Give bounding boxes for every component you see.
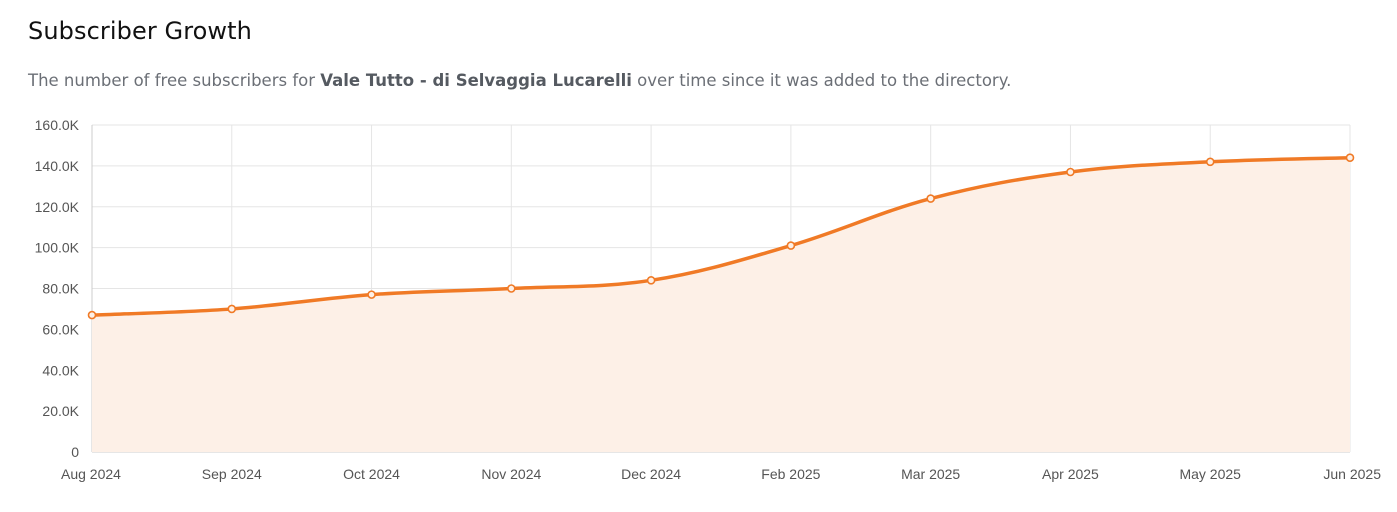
chart-subtitle: The number of free subscribers for Vale …	[28, 71, 1011, 90]
subtitle-prefix: The number of free subscribers for	[28, 71, 321, 90]
y-tick-label: 40.0K	[42, 362, 79, 378]
data-point[interactable]	[1345, 153, 1355, 162]
x-tick-label: Jun 2025	[1323, 466, 1381, 482]
chart-title: Subscriber Growth	[28, 17, 252, 45]
y-tick-label: 0	[71, 444, 79, 460]
x-tick-label: Dec 2024	[621, 466, 681, 482]
data-point[interactable]	[1205, 157, 1215, 167]
y-axis-ticks: 0 20.0K 40.0K 60.0K 80.0K 100.0K 120.0K 140.0K 1…	[35, 117, 80, 460]
data-point[interactable]	[87, 310, 97, 320]
publication-name: Vale Tutto - di Selvaggia Lucarelli	[320, 71, 632, 90]
x-tick-label: Sep 2024	[202, 466, 262, 482]
x-tick-label: Nov 2024	[481, 466, 541, 482]
data-points	[87, 153, 1355, 320]
x-tick-label: May 2025	[1179, 466, 1241, 482]
data-point[interactable]	[646, 276, 656, 285]
series-line	[90, 155, 1352, 317]
x-axis-ticks: Aug 2024 Sep 2024 Oct 2024 Nov 2024 Dec 2024…	[61, 466, 1381, 482]
x-tick-label: Mar 2025	[901, 466, 960, 482]
x-tick-label: Feb 2025	[761, 466, 820, 482]
x-tick-label: Apr 2025	[1042, 466, 1099, 482]
y-tick-label: 100.0K	[35, 240, 80, 256]
x-tick-label: Aug 2024	[61, 466, 121, 482]
y-tick-label: 60.0K	[42, 321, 79, 337]
y-tick-label: 20.0K	[42, 403, 79, 419]
y-tick-label: 80.0K	[42, 281, 79, 297]
data-point[interactable]	[227, 304, 237, 314]
subtitle-suffix: over time since it was added to the dire…	[631, 71, 1012, 90]
data-point[interactable]	[367, 290, 376, 299]
y-tick-label: 120.0K	[35, 199, 80, 215]
data-point[interactable]	[926, 194, 935, 203]
data-point[interactable]	[507, 284, 516, 293]
area-fill	[92, 157, 1350, 452]
x-tick-label: Oct 2024	[343, 466, 400, 482]
y-tick-label: 160.0K	[35, 117, 80, 133]
y-tick-label: 140.0K	[35, 158, 80, 174]
data-point[interactable]	[1066, 167, 1075, 177]
data-point[interactable]	[786, 241, 796, 250]
